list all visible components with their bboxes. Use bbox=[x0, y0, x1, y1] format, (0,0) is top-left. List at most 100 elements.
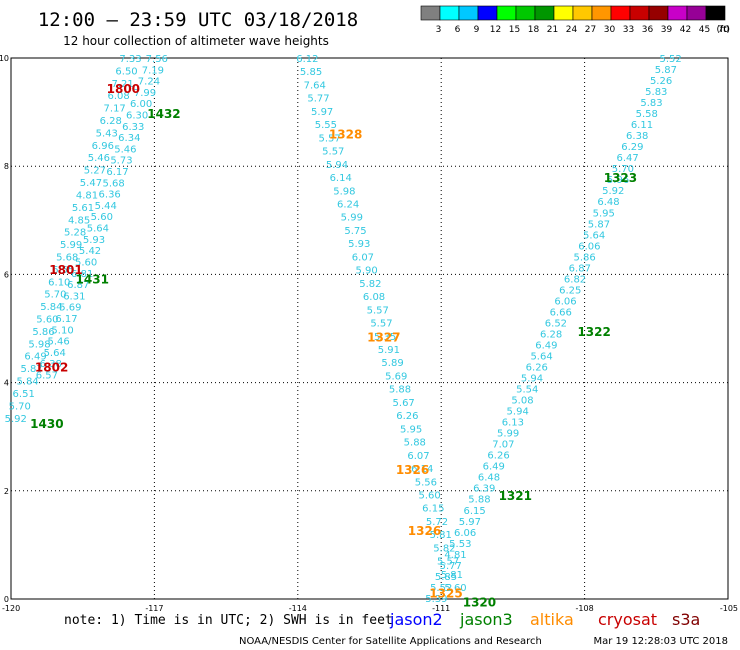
y-tick-label: 8 bbox=[4, 162, 9, 171]
swh-value: 6.28 bbox=[100, 116, 122, 127]
swh-value: 5.60 bbox=[444, 583, 466, 594]
swh-value: 4.85 bbox=[68, 215, 90, 226]
swh-value: 5.39 bbox=[425, 594, 447, 605]
legend-swatch bbox=[496, 5, 517, 21]
swh-value: 7.33 bbox=[119, 54, 141, 65]
satellite-name: s3a bbox=[672, 610, 700, 629]
swh-value: 6.06 bbox=[454, 528, 476, 539]
y-tick-label: 4 bbox=[4, 379, 9, 388]
pass-time-label: 1326 bbox=[396, 463, 429, 477]
swh-value: 5.88 bbox=[389, 385, 411, 396]
legend-swatch bbox=[420, 5, 441, 21]
swh-value: 5.84 bbox=[17, 377, 39, 388]
legend-swatch bbox=[591, 5, 612, 21]
axis-tick-labels: -120 -117 -114 -111 -108 -105 0 2 4 6 8 10 bbox=[0, 54, 738, 613]
swh-value: 5.99 bbox=[497, 429, 519, 440]
legend-bin-label: 30 bbox=[604, 25, 616, 35]
footer-note: note: 1) Time is in UTC; 2) SWH is in fe… bbox=[64, 613, 393, 628]
swh-value: 6.26 bbox=[396, 411, 418, 422]
swh-value: 5.82 bbox=[359, 279, 381, 290]
swh-value: 5.97 bbox=[311, 107, 333, 118]
pass-time-label: 1323 bbox=[604, 171, 637, 185]
swh-value: 5.87 bbox=[655, 65, 677, 76]
swh-value: 6.10 bbox=[48, 277, 70, 288]
legend-bin-label: 42 bbox=[680, 25, 691, 35]
swh-value: 6.49 bbox=[535, 340, 557, 351]
pass-time-label: 1327 bbox=[367, 331, 400, 345]
legend-unit-label: (ft) bbox=[716, 25, 730, 35]
pass-time-label: 1320 bbox=[463, 596, 496, 610]
swh-value: 5.46 bbox=[47, 337, 69, 348]
x-tick-label: -108 bbox=[576, 604, 594, 613]
swh-value: 5.56 bbox=[415, 477, 437, 488]
swh-value: 7.21 bbox=[111, 79, 133, 90]
swh-value: 6.28 bbox=[540, 329, 562, 340]
swh-value: 6.87 bbox=[569, 263, 591, 274]
legend-bin-label: 12 bbox=[490, 25, 501, 35]
y-tick-label: 2 bbox=[4, 487, 9, 496]
pass-time-label: 1432 bbox=[147, 107, 180, 121]
swh-value: 5.67 bbox=[393, 398, 415, 409]
swh-value: 5.95 bbox=[593, 208, 615, 219]
pass-time-label: 1431 bbox=[76, 273, 109, 287]
swh-value: 7.64 bbox=[304, 80, 326, 91]
swh-value: 5.85 bbox=[300, 67, 322, 78]
swh-value: 5.69 bbox=[59, 303, 81, 314]
swh-value: 5.10 bbox=[51, 325, 73, 336]
swh-value: 6.15 bbox=[464, 506, 486, 517]
swh-value: 5.75 bbox=[344, 226, 366, 237]
legend-swatch bbox=[572, 5, 593, 21]
swh-value: 5.61 bbox=[72, 203, 94, 214]
swh-value: 7.24 bbox=[138, 77, 160, 88]
y-tick-label: 10 bbox=[0, 54, 9, 63]
legend-swatch bbox=[534, 5, 555, 21]
swh-value: 5.92 bbox=[602, 186, 624, 197]
swh-value: 5.46 bbox=[114, 144, 136, 155]
swh-value: 5.70 bbox=[44, 290, 66, 301]
swh-value: 6.08 bbox=[107, 91, 129, 102]
swh-value: 6.33 bbox=[122, 122, 144, 133]
pass-time-label: 1328 bbox=[329, 128, 362, 142]
swh-value: 5.27 bbox=[84, 166, 106, 177]
legend-swatch bbox=[667, 5, 688, 21]
swh-value: 5.52 bbox=[660, 54, 682, 65]
swh-value: 6.08 bbox=[363, 292, 385, 303]
swh-value: 7.17 bbox=[104, 104, 126, 115]
swh-value: 5.88 bbox=[468, 495, 490, 506]
swh-value: 6.07 bbox=[407, 451, 429, 462]
swh-value: 6.51 bbox=[13, 389, 35, 400]
legend-bin-label: 21 bbox=[547, 25, 558, 35]
swh-value: 6.29 bbox=[621, 142, 643, 153]
swh-value: 6.66 bbox=[550, 307, 572, 318]
pass-time-label: 1321 bbox=[499, 489, 532, 503]
swh-value: 5.52 bbox=[430, 583, 452, 594]
swh-value: 6.31 bbox=[63, 291, 85, 302]
swh-value: 6.36 bbox=[99, 190, 121, 201]
pass-time-label: 1430 bbox=[30, 417, 63, 431]
swh-value: 6.13 bbox=[502, 418, 524, 429]
swh-value: 5.53 bbox=[449, 539, 471, 550]
swh-value: 5.95 bbox=[400, 424, 422, 435]
swh-value: 5.44 bbox=[95, 201, 117, 212]
swh-value: 5.58 bbox=[636, 109, 658, 120]
swh-value: 6.17 bbox=[55, 314, 77, 325]
swh-value: 5.99 bbox=[60, 240, 82, 251]
legend-swatch bbox=[686, 5, 707, 21]
legend-swatch bbox=[648, 5, 669, 21]
legend-swatch bbox=[629, 5, 650, 21]
legend-bin-label: 15 bbox=[509, 25, 520, 35]
footer-credit: NOAA/NESDIS Center for Satellite Applica… bbox=[239, 636, 542, 647]
swh-value: 5.98 bbox=[333, 186, 355, 197]
x-tick-label: -120 bbox=[2, 604, 20, 613]
swh-value: 5.87 bbox=[588, 219, 610, 230]
swh-value: 5.81 bbox=[441, 570, 463, 581]
swh-value: 6.82 bbox=[564, 274, 586, 285]
legend-bin-label: 45 bbox=[699, 25, 710, 35]
legend-bin-label: 70 bbox=[718, 25, 730, 35]
x-tick-label: -114 bbox=[289, 604, 307, 613]
legend-bin-label: 36 bbox=[642, 25, 654, 35]
legend-bin-label: 6 bbox=[455, 25, 461, 35]
swh-value: 6.00 bbox=[130, 99, 152, 110]
plot-frame bbox=[10, 57, 729, 600]
